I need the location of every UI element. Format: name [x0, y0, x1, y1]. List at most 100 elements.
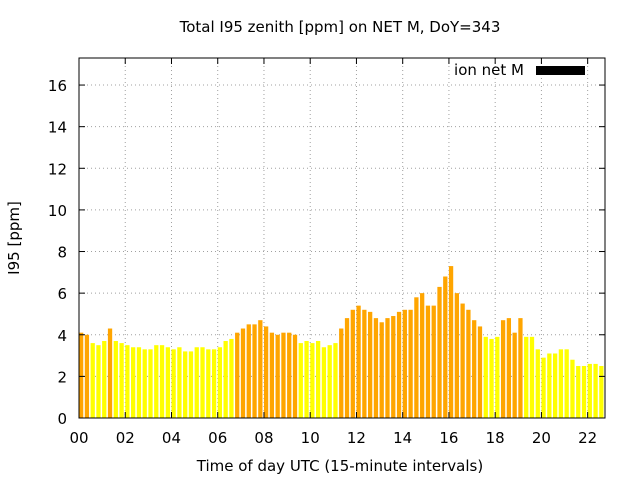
ticks	[78, 58, 605, 419]
bar	[333, 343, 338, 418]
bar	[477, 326, 483, 418]
bar	[512, 332, 517, 418]
bar	[298, 343, 303, 418]
x-tick-label: 00	[69, 429, 88, 447]
bar	[437, 286, 442, 418]
bar	[240, 328, 246, 418]
bar	[136, 347, 142, 418]
bar	[131, 347, 136, 418]
legend-label: ion net M	[454, 61, 524, 79]
y-tick-label: 14	[48, 119, 67, 137]
bar	[385, 318, 390, 418]
bar	[246, 324, 251, 418]
bar	[466, 309, 471, 418]
bar	[258, 320, 263, 418]
bar	[350, 309, 355, 418]
x-tick-label: 10	[301, 429, 320, 447]
bar	[373, 318, 379, 418]
bar	[408, 309, 413, 418]
bar	[269, 332, 275, 418]
bar	[148, 349, 153, 418]
x-tick-labels: 00 02 04 06 08 10 12 14 16 18 20 22	[69, 429, 597, 447]
bar	[125, 345, 130, 418]
bar	[287, 332, 292, 418]
x-tick-label: 06	[208, 429, 227, 447]
legend-swatch	[536, 66, 585, 75]
bar	[177, 347, 182, 418]
x-axis-label: Time of day UTC (15-minute intervals)	[196, 457, 483, 475]
bar	[188, 351, 194, 418]
bar	[211, 349, 217, 418]
bar	[206, 349, 211, 418]
bar	[535, 349, 540, 418]
bar	[587, 363, 592, 418]
bar	[217, 347, 223, 418]
bar	[292, 334, 298, 418]
bar	[448, 266, 454, 418]
bar	[552, 353, 558, 418]
bar	[102, 341, 107, 418]
bar	[472, 320, 477, 418]
bar	[529, 336, 535, 418]
bar	[495, 336, 500, 418]
bar	[200, 347, 205, 418]
bar	[339, 328, 344, 418]
bar	[223, 341, 228, 418]
bar	[593, 363, 598, 418]
bar	[107, 328, 113, 418]
bar	[420, 293, 425, 418]
x-tick-label: 18	[486, 429, 505, 447]
y-tick-label: 0	[57, 410, 67, 428]
bar	[443, 276, 448, 418]
y-tick-label: 4	[57, 327, 67, 345]
bar	[558, 349, 564, 418]
legend: ion net M	[454, 61, 585, 79]
bar	[576, 365, 581, 418]
bar	[483, 336, 488, 418]
bar	[414, 297, 419, 418]
bar	[396, 311, 402, 418]
x-tick-label: 14	[393, 429, 412, 447]
bar	[165, 347, 170, 418]
bar	[564, 349, 569, 418]
bar	[310, 343, 315, 418]
bar	[183, 351, 188, 418]
plot-frame	[78, 57, 606, 419]
y-tick-label: 12	[48, 160, 67, 178]
bar	[229, 338, 234, 418]
bar	[402, 309, 407, 418]
bar	[547, 353, 552, 418]
x-tick-label: 04	[162, 429, 181, 447]
bar	[171, 349, 176, 418]
bar	[154, 345, 159, 418]
bar	[304, 341, 309, 418]
bar	[500, 320, 506, 418]
bar	[79, 332, 84, 418]
y-axis-label: I95 [ppm]	[5, 201, 23, 275]
bar	[344, 318, 350, 418]
bar	[489, 338, 494, 418]
bar	[356, 305, 361, 418]
bar	[570, 359, 575, 418]
x-tick-label: 20	[532, 429, 551, 447]
bar	[599, 365, 604, 418]
bar	[454, 293, 459, 418]
y-tick-label: 8	[57, 244, 67, 262]
y-tick-label: 10	[48, 202, 67, 220]
bar	[506, 318, 512, 418]
bar	[275, 334, 280, 418]
bar	[362, 309, 367, 418]
bar	[327, 345, 332, 418]
x-tick-label: 22	[578, 429, 597, 447]
bar	[235, 332, 240, 418]
bar	[113, 341, 118, 418]
grid	[79, 58, 605, 418]
bar	[581, 365, 587, 418]
y-tick-label: 6	[57, 285, 67, 303]
bar	[194, 347, 199, 418]
y-tick-label: 2	[57, 368, 67, 386]
bar	[281, 332, 286, 418]
bar	[431, 305, 436, 418]
y-tick-label: 16	[48, 77, 67, 95]
